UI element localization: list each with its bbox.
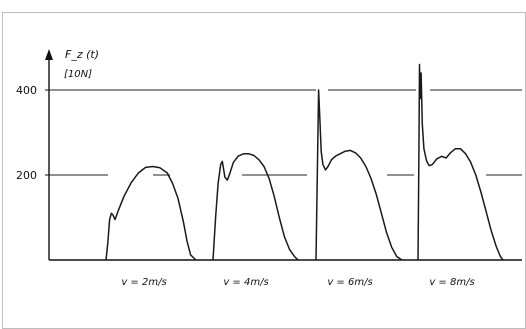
y-axis-label: F_z (t) [65,48,99,61]
reference-lines [49,89,522,176]
axes [45,49,522,261]
y-axis-arrow [45,49,53,60]
force-curve-2 [212,153,299,261]
series-label-4: v = 8m/s [429,277,474,288]
y-tick-label: 200 [16,169,37,182]
series-label-1: v = 2m/s [121,277,166,288]
force-curves [105,63,504,261]
series-label-3: v = 6m/s [327,277,372,288]
series-labels: v = 2m/s v = 4m/s v = 6m/s v = 8m/s [121,277,474,288]
force-curve-1 [105,165,197,261]
force-curve-3 [315,89,403,261]
y-ticks: 200 400 [16,84,49,182]
series-label-2: v = 4m/s [223,277,268,288]
y-axis-unit: [10N] [64,69,92,80]
y-tick-label: 400 [16,84,37,97]
force-curve-4 [417,63,504,261]
